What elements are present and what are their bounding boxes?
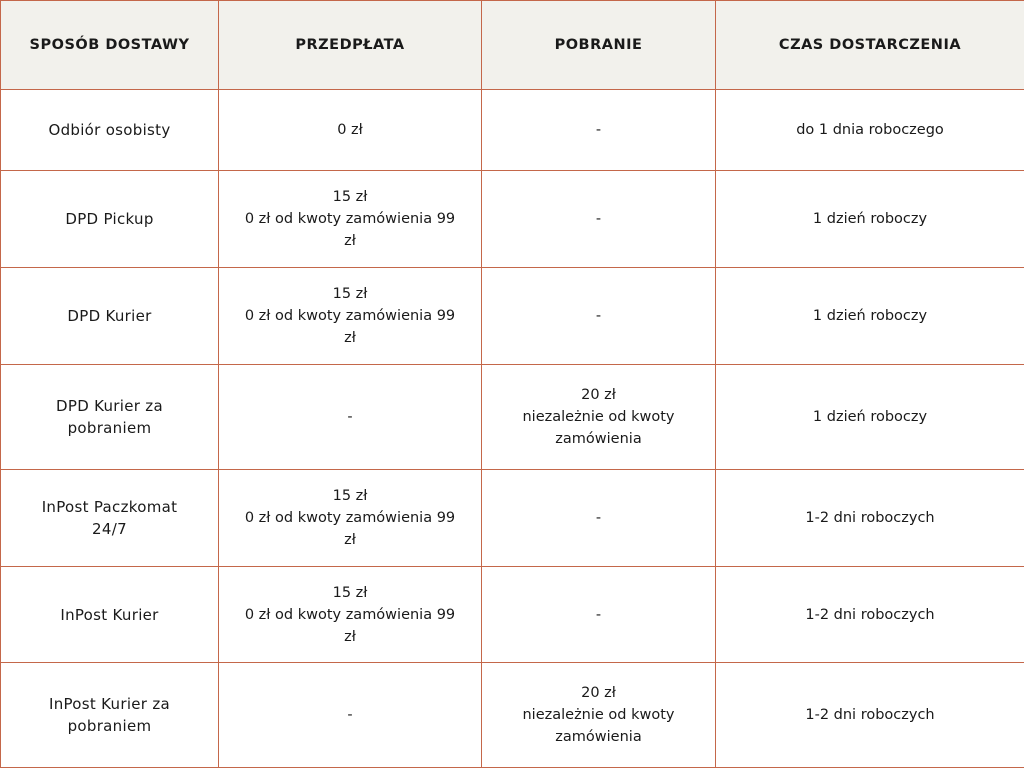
header-time: CZAS DOSTARCZENIA — [715, 0, 1024, 90]
cell-prepaid: 0 zł — [218, 89, 482, 171]
cell-line: 20 zł — [581, 387, 616, 403]
cell-prepaid: 15 zł 0 zł od kwoty zamówienia 99 zł — [218, 267, 482, 365]
table-row: InPost Kurier za pobraniem - 20 zł niezależn… — [0, 662, 1024, 768]
cell-line: 15 zł — [332, 286, 368, 302]
table-row: Odbiór osobisty 0 zł - do 1 dnia roboczego — [0, 89, 1024, 171]
cell-time: 1 dzień roboczy — [715, 364, 1024, 470]
cell-line: - — [595, 308, 602, 324]
cell-method: InPost Kurier — [0, 566, 219, 663]
cell-line: 1-2 dni roboczych — [805, 707, 935, 723]
header-row: SPOSÓB DOSTAWY PRZEDPŁATA POBRANIE CZAS … — [0, 0, 1024, 90]
header-prepaid: PRZEDPŁATA — [218, 0, 482, 90]
cell-line: 1 dzień roboczy — [812, 211, 928, 227]
cell-method: InPost Paczkomat 24/7 — [0, 469, 219, 567]
cell-line: 0 zł — [337, 122, 363, 138]
cell-prepaid: - — [218, 364, 482, 470]
cell-line: 1 dzień roboczy — [812, 308, 928, 324]
header-method: SPOSÓB DOSTAWY — [0, 0, 219, 90]
cell-cod: - — [481, 469, 716, 567]
cell-line: zł — [344, 233, 356, 249]
cell-line: 15 zł — [332, 584, 368, 601]
cell-line: pobraniem — [67, 717, 152, 735]
cell-line: DPD Pickup — [65, 210, 154, 228]
cell-method: DPD Kurier — [0, 267, 219, 365]
cell-line: 24/7 — [92, 520, 127, 538]
cell-line: 20 zł — [581, 685, 616, 701]
cell-line: - — [347, 409, 353, 425]
cell-line: 1 dzień roboczy — [812, 409, 928, 425]
cell-prepaid: 15 zł 0 zł od kwoty zamówienia 99 zł — [218, 469, 482, 567]
cell-line: Odbiór osobisty — [48, 121, 171, 139]
cell-method: InPost Kurier za pobraniem — [0, 662, 219, 768]
cell-cod: - — [481, 170, 716, 268]
cell-line: zamówienia — [555, 431, 642, 447]
cell-line: 0 zł od kwoty zamówienia 99 — [244, 308, 456, 324]
cell-line: InPost Kurier — [60, 605, 159, 624]
cell-time: 1 dzień roboczy — [715, 267, 1024, 365]
cell-line: niezależnie od kwoty — [522, 409, 675, 425]
cell-cod: - — [481, 267, 716, 365]
cell-line: InPost Paczkomat — [41, 498, 178, 516]
cell-line: zamówienia — [555, 729, 642, 745]
cell-line: niezależnie od kwoty — [522, 707, 675, 723]
cell-line: - — [595, 211, 602, 227]
cell-prepaid: 15 zł 0 zł od kwoty zamówienia 99 zł — [218, 170, 482, 268]
cell-line: zł — [344, 532, 356, 548]
cell-prepaid: 15 zł 0 zł od kwoty zamówienia 99 zł — [218, 566, 482, 663]
cell-line: 1-2 dni roboczych — [805, 510, 935, 526]
table-row: InPost Paczkomat 24/7 15 zł 0 zł od kwoty z… — [0, 469, 1024, 567]
cell-line: 0 zł od kwoty zamówienia 99 — [244, 211, 456, 227]
cell-line: DPD Kurier za — [56, 397, 163, 415]
cell-line: do 1 dnia roboczego — [796, 122, 944, 138]
cell-line: - — [595, 606, 602, 623]
cell-line: zł — [344, 330, 356, 346]
table-row: DPD Kurier za pobraniem - 20 zł niezależnie … — [0, 364, 1024, 470]
cell-line: 0 zł od kwoty zamówienia 99 — [244, 606, 456, 623]
cell-cod: - — [481, 566, 716, 663]
table-row: DPD Pickup 15 zł 0 zł od kwoty zamówienia … — [0, 170, 1024, 268]
cell-method: DPD Pickup — [0, 170, 219, 268]
cell-method: DPD Kurier za pobraniem — [0, 364, 219, 470]
cell-prepaid: - — [218, 662, 482, 768]
cell-cod: 20 zł niezależnie od kwoty zamówienia — [481, 364, 716, 470]
cell-method: Odbiór osobisty — [0, 89, 219, 171]
table-row: DPD Kurier 15 zł 0 zł od kwoty zamówienia … — [0, 267, 1024, 365]
cell-line: 15 zł — [332, 488, 368, 504]
cell-line: 1-2 dni roboczych — [805, 606, 935, 623]
cell-line: 0 zł od kwoty zamówienia 99 — [244, 510, 456, 526]
cell-line: - — [595, 510, 602, 526]
cell-cod: 20 zł niezależnie od kwoty zamówienia — [481, 662, 716, 768]
cell-line: zł — [344, 628, 356, 645]
table-row: InPost Kurier 15 zł 0 zł od kwoty zamówien… — [0, 566, 1024, 663]
cell-line: - — [595, 122, 602, 138]
cell-time: 1-2 dni roboczych — [715, 566, 1024, 663]
cell-line: InPost Kurier za — [48, 695, 171, 713]
cell-line: pobraniem — [67, 419, 152, 437]
cell-cod: - — [481, 89, 716, 171]
cell-time: do 1 dnia roboczego — [715, 89, 1024, 171]
cell-line: - — [347, 707, 353, 723]
cell-time: 1-2 dni roboczych — [715, 662, 1024, 768]
cell-time: 1-2 dni roboczych — [715, 469, 1024, 567]
cell-line: 15 zł — [332, 189, 368, 205]
header-cod: POBRANIE — [481, 0, 716, 90]
cell-line: DPD Kurier — [67, 307, 152, 325]
cell-time: 1 dzień roboczy — [715, 170, 1024, 268]
